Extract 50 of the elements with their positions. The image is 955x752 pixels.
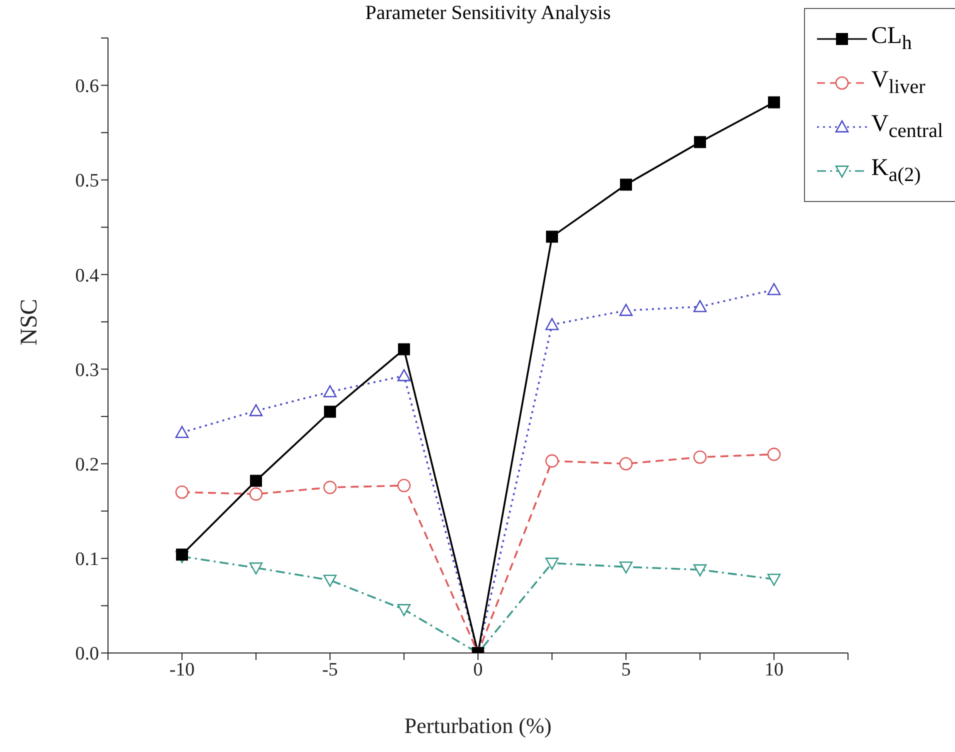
point xyxy=(249,404,263,416)
point xyxy=(397,369,411,382)
y-tick-label: 0.6 xyxy=(75,76,99,98)
point xyxy=(619,304,633,316)
point xyxy=(693,564,707,576)
point xyxy=(249,487,263,501)
y-tick-label: 0.0 xyxy=(75,644,99,665)
y-tick-label: 0.5 xyxy=(75,170,99,192)
legend-label: CL$_{h}$ xyxy=(871,23,912,55)
point xyxy=(175,486,189,499)
y-tick-label: 0.4 xyxy=(75,265,100,286)
point xyxy=(693,300,707,312)
point xyxy=(398,343,410,356)
point xyxy=(323,574,337,587)
y-tick-label: 0.3 xyxy=(75,360,99,381)
point xyxy=(397,478,411,492)
chart-title: Parameter Sensitivity Analysis xyxy=(364,2,612,25)
x-tick-label: 10 xyxy=(764,659,784,680)
point xyxy=(546,230,558,243)
point xyxy=(175,426,189,438)
point xyxy=(768,96,780,108)
point xyxy=(619,561,633,574)
x-tick-label: -5 xyxy=(322,659,338,680)
y-tick-label: 0.2 xyxy=(75,454,99,476)
point xyxy=(619,457,633,470)
point xyxy=(250,474,262,487)
y-tick-label: 0.1 xyxy=(75,549,99,570)
x-tick-label: 5 xyxy=(621,659,631,680)
point xyxy=(693,450,707,464)
point xyxy=(545,558,559,570)
point xyxy=(545,318,559,330)
point xyxy=(397,604,411,616)
point xyxy=(176,548,188,561)
point xyxy=(694,136,706,148)
point xyxy=(323,480,337,494)
legend-label: V$_{liver}$ xyxy=(871,67,926,99)
point xyxy=(545,454,559,468)
x-tick-label: 0 xyxy=(473,659,483,680)
y-axis-title: NSC xyxy=(16,298,43,346)
legend-label: V$_{central}$ xyxy=(871,111,943,143)
point xyxy=(324,406,336,418)
x-axis-title: Perturbation (%) xyxy=(404,713,552,738)
point xyxy=(249,562,263,574)
point xyxy=(620,178,632,191)
point xyxy=(767,574,781,586)
point xyxy=(767,283,781,296)
point xyxy=(767,448,781,461)
point xyxy=(323,385,337,398)
x-tick-label: -10 xyxy=(169,659,195,680)
legend-label: K$_{a(2)}$ xyxy=(871,155,921,187)
